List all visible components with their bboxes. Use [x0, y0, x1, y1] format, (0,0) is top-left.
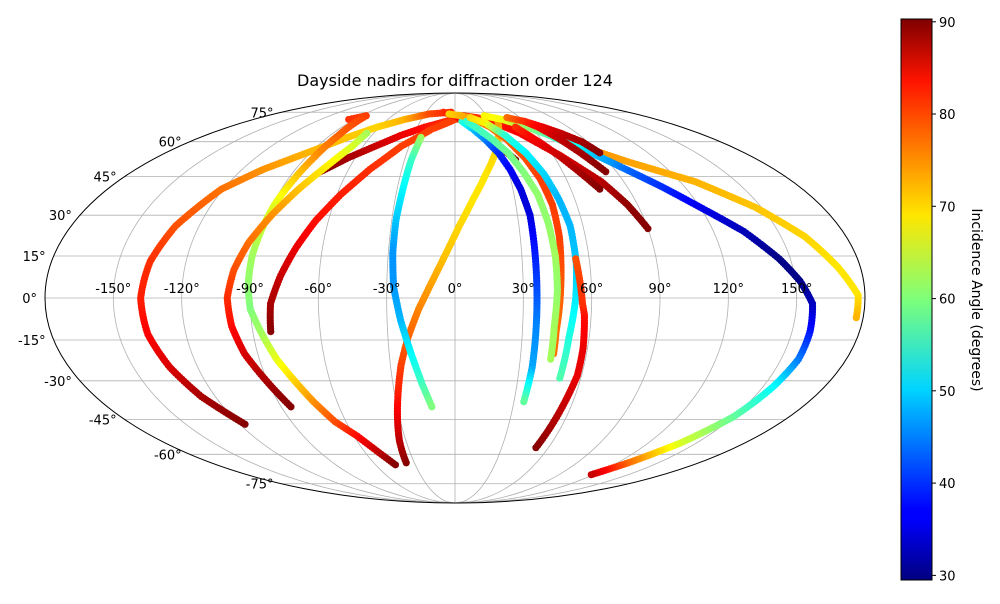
latitude-tick-label: -30°: [44, 375, 72, 390]
data-point: [644, 225, 652, 233]
data-point: [587, 471, 595, 479]
latitude-tick-label: 15°: [23, 250, 46, 265]
data-point: [596, 185, 604, 193]
colorbar-tick-label: 70: [939, 200, 956, 215]
longitude-tick-label: 150°: [781, 282, 812, 297]
data-point: [547, 355, 555, 363]
latitude-tick-label: 45°: [94, 171, 117, 186]
data-point: [556, 374, 564, 382]
data-point: [852, 314, 860, 322]
data-point: [572, 255, 580, 263]
longitude-tick-label: 120°: [713, 282, 744, 297]
longitude-tick-label: 90°: [648, 282, 671, 297]
data-point: [520, 398, 528, 406]
chart-title: Dayside nadirs for diffraction order 124: [297, 71, 613, 90]
longitude-tick-label: -90°: [236, 282, 264, 297]
data-point: [602, 168, 610, 176]
longitude-tick-labels: -150° -120° -90° -60° -30° 0° 30° 60° 90° 120° 150…: [95, 282, 812, 297]
longitude-tick-label: 30°: [512, 282, 535, 297]
colorbar-tick-label: 40: [939, 477, 956, 492]
colorbar-tick-label: 90: [939, 16, 956, 31]
colorbar-tick-label: 50: [939, 385, 956, 400]
latitude-tick-label: -60°: [154, 448, 182, 463]
data-points: [137, 108, 862, 479]
colorbar-ticks: 30 40 50 60 70 80 90: [932, 16, 956, 584]
longitude-tick-label: -30°: [373, 282, 401, 297]
data-point: [391, 461, 400, 469]
colorbar-tick-label: 30: [939, 569, 956, 584]
data-point: [287, 403, 295, 411]
latitude-tick-label: 0°: [22, 292, 37, 307]
map-boundary: [44, 92, 866, 504]
latitude-tick-label: -45°: [89, 413, 117, 428]
colorbar-tick-label: 80: [939, 108, 956, 123]
longitude-tick-label: -150°: [95, 282, 131, 297]
meridian-gridline: [181, 93, 456, 503]
gridlines: [45, 93, 865, 503]
meridian-gridline: [317, 93, 456, 503]
colorbar-label: Incidence Angle (degrees): [968, 208, 984, 391]
latitude-tick-labels: -75° -60° -45° -30° -15° 0° 15° 30° 45° 60° 75°: [18, 106, 274, 492]
meridian-gridline: [454, 93, 729, 503]
latitude-tick-label: -15°: [18, 334, 46, 349]
longitude-tick-label: 60°: [580, 282, 603, 297]
longitude-tick-label: 0°: [448, 282, 463, 297]
meridian-gridline: [454, 93, 798, 503]
latitude-tick-label: -75°: [246, 478, 274, 493]
data-point: [428, 403, 436, 411]
latitude-tick-label: 30°: [49, 209, 72, 224]
colorbar-tick-label: 60: [939, 293, 956, 308]
data-point: [596, 149, 604, 157]
colorbar: [900, 18, 933, 581]
latitude-tick-label: 75°: [250, 106, 273, 121]
latitude-tick-label: 60°: [159, 136, 182, 151]
longitude-tick-label: -60°: [304, 282, 332, 297]
longitude-tick-label: -120°: [164, 282, 200, 297]
meridian-gridline: [112, 93, 456, 503]
